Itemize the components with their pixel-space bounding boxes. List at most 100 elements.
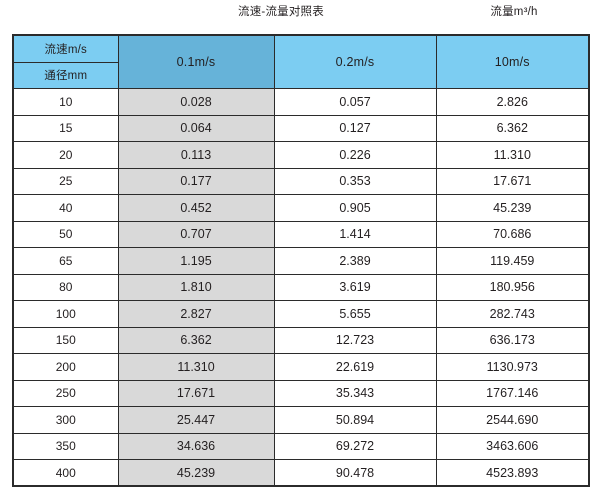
cell-flow-at-0-1-ms-value: 0.452 [118,195,274,221]
cell-flow-at-0-1-ms: 0.452 [117,194,275,222]
cell-diameter-mm: 20 [12,141,119,169]
cell-flow-at-10-ms: 636.173 [435,326,590,354]
table-body: 10 0.028 0.057 2.826 15 0.064 0.127 6.362 20 0.11… [12,88,590,487]
cell-flow-at-0-1-ms: 0.028 [117,88,275,116]
cell-flow-at-0-1-ms: 0.707 [117,220,275,248]
cell-diameter-mm: 150 [12,326,119,354]
cell-flow-at-0-1-ms: 45.239 [117,459,275,487]
cell-flow-at-0-2-ms: 22.619 [273,353,437,381]
cell-flow-at-0-1-ms: 0.113 [117,141,275,169]
cell-flow-at-0-1-ms: 25.447 [117,406,275,434]
cell-flow-at-0-1-ms-value: 0.028 [118,89,274,115]
cell-flow-at-0-2-ms: 69.272 [273,432,437,460]
flow-velocity-table: 流速m/s 通径mm 0.1m/s 0.2m/s 10m/s 10 0.028 0.… [12,34,590,487]
cell-diameter-mm: 10 [12,88,119,116]
cell-flow-at-10-ms: 1130.973 [435,353,590,381]
table-row: 50 0.707 1.414 70.686 [12,220,590,248]
flow-unit-label: 流量m³/h [490,6,538,18]
cell-flow-at-0-1-ms-value: 0.707 [118,221,274,247]
table-row: 250 17.671 35.343 1767.146 [12,379,590,407]
flow-velocity-table-container: 流速m/s 通径mm 0.1m/s 0.2m/s 10m/s 10 0.028 0.… [12,34,590,487]
cell-flow-at-0-2-ms: 1.414 [273,220,437,248]
cell-flow-at-0-2-ms: 0.353 [273,167,437,195]
column-header-velocity-0-1: 0.1m/s [117,34,275,89]
cell-flow-at-0-1-ms-value: 2.827 [118,301,274,327]
cell-flow-at-0-1-ms: 6.362 [117,326,275,354]
cell-flow-at-0-1-ms: 11.310 [117,353,275,381]
table-row: 10 0.028 0.057 2.826 [12,88,590,116]
cell-diameter-mm: 250 [12,379,119,407]
cell-flow-at-10-ms: 282.743 [435,300,590,328]
cell-diameter-mm: 350 [12,432,119,460]
column-header-velocity-10: 10m/s [435,34,590,89]
table-row: 40 0.452 0.905 45.239 [12,194,590,222]
cell-diameter-mm: 50 [12,220,119,248]
cell-flow-at-0-1-ms-value: 25.447 [118,407,274,433]
cell-flow-at-0-1-ms-value: 0.064 [118,115,274,141]
caption-strip: 流速-流量对照表 流量m³/h [0,0,600,33]
cell-flow-at-0-2-ms: 0.905 [273,194,437,222]
cell-flow-at-0-1-ms-value: 45.239 [118,460,274,485]
cell-flow-at-0-2-ms: 50.894 [273,406,437,434]
cell-flow-at-10-ms: 180.956 [435,273,590,301]
cell-flow-at-0-1-ms-value: 0.177 [118,168,274,194]
table-head: 流速m/s 通径mm 0.1m/s 0.2m/s 10m/s [12,34,590,89]
cell-flow-at-0-2-ms: 12.723 [273,326,437,354]
cell-flow-at-0-1-ms: 0.177 [117,167,275,195]
cell-flow-at-0-2-ms: 5.655 [273,300,437,328]
cell-diameter-mm: 300 [12,406,119,434]
cell-flow-at-0-2-ms: 0.127 [273,114,437,142]
cell-flow-at-10-ms: 6.362 [435,114,590,142]
cell-flow-at-0-1-ms-value: 1.195 [118,248,274,274]
cell-diameter-mm: 100 [12,300,119,328]
table-row: 150 6.362 12.723 636.173 [12,326,590,354]
table-row: 65 1.195 2.389 119.459 [12,247,590,275]
cell-flow-at-10-ms: 4523.893 [435,459,590,487]
cell-flow-at-10-ms: 70.686 [435,220,590,248]
corner-header-cell: 流速m/s 通径mm [12,34,119,89]
table-row: 80 1.810 3.619 180.956 [12,273,590,301]
cell-flow-at-0-1-ms: 1.195 [117,247,275,275]
chart-title: 流速-流量对照表 [238,6,324,18]
cell-flow-at-0-1-ms-value: 17.671 [118,380,274,406]
cell-flow-at-0-1-ms: 0.064 [117,114,275,142]
cell-flow-at-0-1-ms: 2.827 [117,300,275,328]
table-row: 300 25.447 50.894 2544.690 [12,406,590,434]
cell-flow-at-0-2-ms: 0.057 [273,88,437,116]
table-row: 350 34.636 69.272 3463.606 [12,432,590,460]
table-row: 400 45.239 90.478 4523.893 [12,459,590,487]
cell-flow-at-0-2-ms: 3.619 [273,273,437,301]
table-row: 200 11.310 22.619 1130.973 [12,353,590,381]
cell-flow-at-10-ms: 1767.146 [435,379,590,407]
cell-flow-at-0-2-ms: 2.389 [273,247,437,275]
cell-diameter-mm: 80 [12,273,119,301]
cell-flow-at-10-ms: 2.826 [435,88,590,116]
cell-diameter-mm: 25 [12,167,119,195]
table-row: 25 0.177 0.353 17.671 [12,167,590,195]
cell-flow-at-0-1-ms-value: 11.310 [118,354,274,380]
cell-diameter-mm: 200 [12,353,119,381]
table-row: 20 0.113 0.226 11.310 [12,141,590,169]
corner-header-velocity-label: 流速m/s [14,36,118,63]
table-row: 100 2.827 5.655 282.743 [12,300,590,328]
corner-header-diameter-label: 通径mm [14,62,118,88]
cell-flow-at-10-ms: 11.310 [435,141,590,169]
cell-flow-at-0-2-ms: 0.226 [273,141,437,169]
cell-flow-at-0-1-ms-value: 6.362 [118,327,274,353]
cell-flow-at-10-ms: 2544.690 [435,406,590,434]
cell-flow-at-0-1-ms-value: 0.113 [118,142,274,168]
cell-flow-at-0-1-ms-value: 34.636 [118,433,274,459]
table-row: 15 0.064 0.127 6.362 [12,114,590,142]
cell-flow-at-0-1-ms: 34.636 [117,432,275,460]
cell-flow-at-10-ms: 17.671 [435,167,590,195]
cell-flow-at-0-2-ms: 90.478 [273,459,437,487]
cell-flow-at-0-1-ms: 1.810 [117,273,275,301]
table-header-row: 流速m/s 通径mm 0.1m/s 0.2m/s 10m/s [12,34,590,89]
cell-flow-at-10-ms: 119.459 [435,247,590,275]
cell-flow-at-10-ms: 3463.606 [435,432,590,460]
cell-flow-at-10-ms: 45.239 [435,194,590,222]
cell-flow-at-0-2-ms: 35.343 [273,379,437,407]
cell-diameter-mm: 40 [12,194,119,222]
cell-diameter-mm: 400 [12,459,119,487]
cell-diameter-mm: 65 [12,247,119,275]
